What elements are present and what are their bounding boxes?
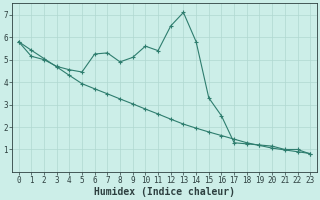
X-axis label: Humidex (Indice chaleur): Humidex (Indice chaleur) (94, 186, 235, 197)
